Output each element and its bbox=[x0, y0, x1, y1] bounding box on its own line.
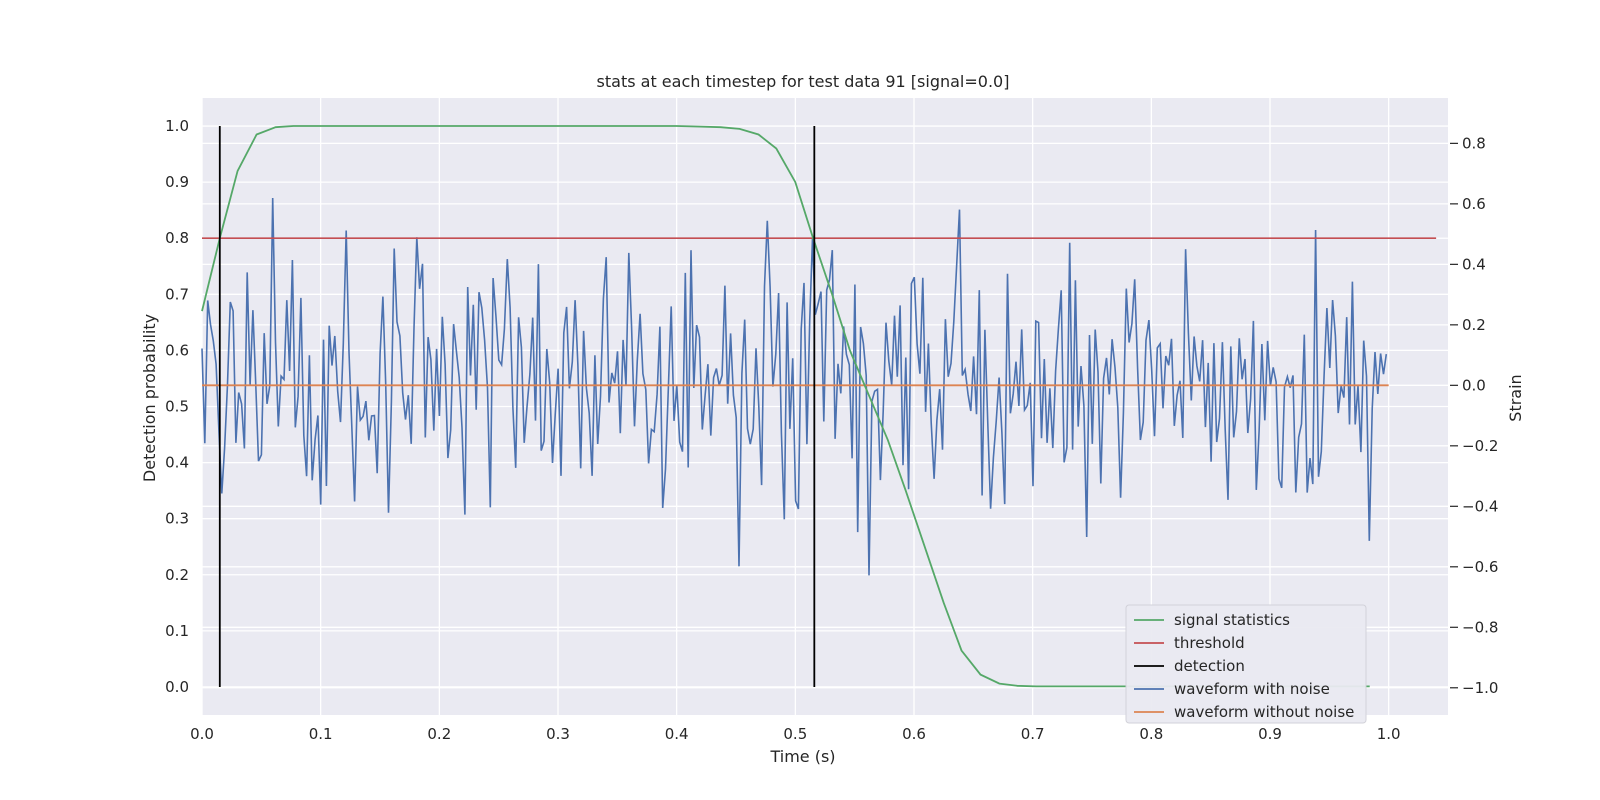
y2-axis-title: Strain bbox=[1506, 374, 1525, 421]
legend-box bbox=[1125, 604, 1367, 724]
legend-label: signal statistics bbox=[1174, 611, 1290, 629]
y2-tick-label: −0.6 bbox=[1462, 558, 1498, 576]
x-tick-label: 0.6 bbox=[902, 725, 926, 743]
x-tick-label: 0.0 bbox=[190, 725, 214, 743]
x-tick-label: 0.2 bbox=[427, 725, 451, 743]
x-axis-title: Time (s) bbox=[769, 747, 835, 766]
y2-tick-label: 0.0 bbox=[1462, 376, 1486, 394]
plot-area: 0.0 0.1 0.2 0.3 0.4 0.5 0.6 0.7 0.8 0.9 1.0 0.0 0.1 0… bbox=[165, 98, 1498, 743]
x-tick-label: 0.8 bbox=[1139, 725, 1163, 743]
y-tick-label: 0.1 bbox=[165, 622, 189, 640]
signal-statistics-series bbox=[201, 125, 1370, 688]
legend-label: waveform without noise bbox=[1174, 703, 1354, 721]
y2-tick-label: −0.2 bbox=[1462, 437, 1498, 455]
chart-title: stats at each timestep for test data 91 … bbox=[597, 72, 1010, 91]
x-tick-label: 0.4 bbox=[665, 725, 689, 743]
x-tick-label: 0.5 bbox=[783, 725, 807, 743]
y2-tick-label: −0.8 bbox=[1462, 618, 1498, 636]
y2-tick-label: −0.4 bbox=[1462, 497, 1498, 515]
x-tick-label: 1.0 bbox=[1377, 725, 1401, 743]
legend-label: detection bbox=[1174, 657, 1245, 675]
y-tick-label: 0.3 bbox=[165, 510, 189, 528]
y2-tick-label: −1.0 bbox=[1462, 679, 1498, 697]
x-tick-label: 0.1 bbox=[309, 725, 333, 743]
x-tick-label: 0.3 bbox=[546, 725, 570, 743]
y2-tick-label: 0.4 bbox=[1462, 255, 1486, 273]
y-tick-label: 0.0 bbox=[165, 678, 189, 696]
y-axis-title: Detection probability bbox=[140, 314, 159, 482]
waveform-with-noise-series bbox=[201, 197, 1388, 576]
legend-label: threshold bbox=[1174, 634, 1245, 652]
y2-tick-label: 0.8 bbox=[1462, 134, 1486, 152]
x-tick-label: 0.7 bbox=[1021, 725, 1045, 743]
y-tick-label: 0.6 bbox=[165, 341, 189, 359]
y-tick-label: 0.8 bbox=[165, 229, 189, 247]
y-tick-label: 0.9 bbox=[165, 173, 189, 191]
y2-tick-label: 0.2 bbox=[1462, 316, 1486, 334]
y-tick-label: 1.0 bbox=[165, 117, 189, 135]
y-tick-label: 0.4 bbox=[165, 454, 189, 472]
y-tick-label: 0.7 bbox=[165, 285, 189, 303]
x-tick-label: 0.9 bbox=[1258, 725, 1282, 743]
y-tick-label: 0.5 bbox=[165, 398, 189, 416]
legend-label: waveform with noise bbox=[1174, 680, 1330, 698]
y2-tick-label: 0.6 bbox=[1462, 195, 1486, 213]
y-tick-label: 0.2 bbox=[165, 566, 189, 584]
